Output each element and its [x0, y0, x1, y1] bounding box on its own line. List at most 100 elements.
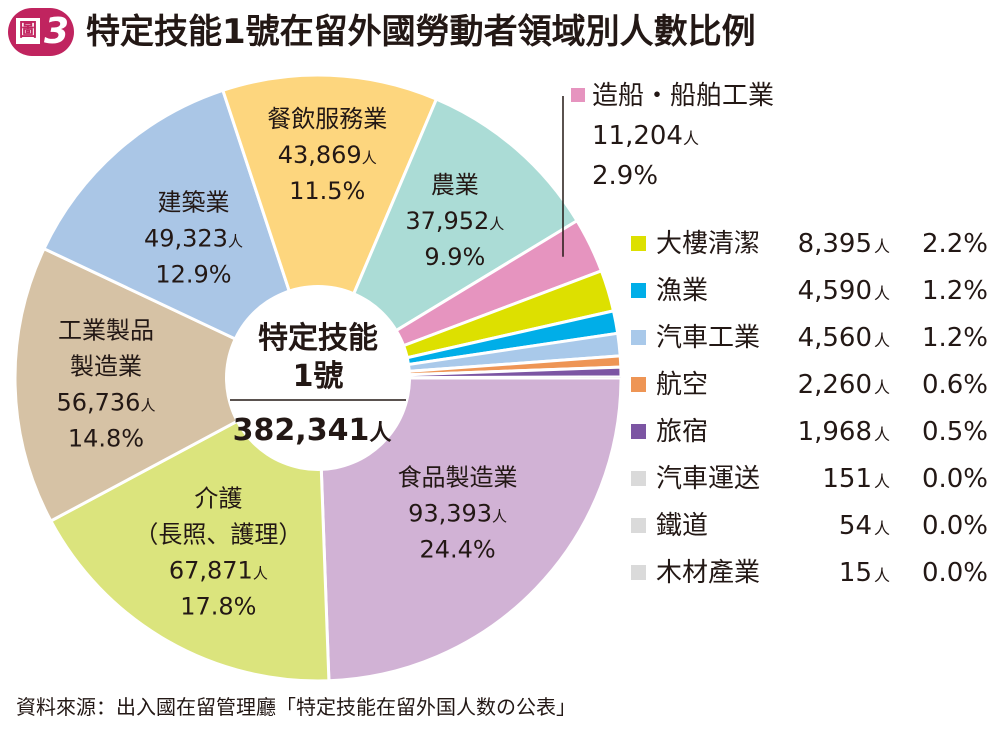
slice-10-name: 航空 [656, 370, 708, 400]
slice-11-percent: 0.5% [922, 417, 988, 447]
slice-9-value-unit: 人 [874, 331, 890, 350]
slice-5-value: 37,952人 [405, 207, 504, 235]
slice-2-wedge [13, 246, 322, 524]
slice-1-value: 67,871人 [169, 556, 268, 584]
slice-0-value-unit: 人 [492, 508, 507, 526]
slice-0-label: 食品製造業 93,393人 24.4% [398, 464, 518, 564]
slice-13-legend-row: 鐵道 54 人 0.0% [631, 511, 988, 541]
slice-2-name-line2: 製造業 [70, 352, 142, 380]
slice-7-legend-row: 大樓清潔 8,395 人 2.2% [631, 229, 988, 259]
slice-10-percent: 0.6% [922, 370, 988, 400]
slice-14-value-unit: 人 [874, 566, 890, 585]
slice-2-value-unit: 人 [140, 396, 155, 414]
slice-6-value: 11,204人 [592, 121, 699, 151]
slice-5-value-unit: 人 [489, 215, 504, 233]
slice-3-wedge [41, 88, 321, 381]
slice-5-percent: 9.9% [424, 243, 485, 271]
slice-5-label: 農業 37,952人 9.9% [405, 171, 504, 271]
slice-12-percent: 0.0% [922, 464, 988, 494]
slice-4-label: 餐飲服務業 43,869人 11.5% [267, 105, 387, 205]
slice-1-wedge [48, 375, 331, 683]
slice-9-swatch [631, 330, 646, 345]
slice-13-name: 鐵道 [656, 511, 708, 541]
slice-2-value: 56,736人 [56, 388, 155, 416]
slice-10-legend-row: 航空 2,260 人 0.6% [631, 370, 988, 400]
slice-11-swatch [631, 424, 646, 439]
slice-8-value-unit: 人 [874, 284, 890, 303]
slice-6-name: 造船・船舶工業 [592, 81, 774, 111]
slice-7-name: 大樓清潔 [656, 229, 760, 259]
center-total: 382,341人 [233, 413, 392, 448]
slice-13-value-unit: 人 [874, 519, 890, 538]
slice-8-swatch [631, 283, 646, 298]
slice-14-name: 木材產業 [656, 558, 760, 588]
slice-11-value: 1,968 [798, 417, 872, 447]
slice-1-name-line2: （長照、護理） [134, 520, 302, 548]
slice-7-value-unit: 人 [874, 237, 890, 256]
slice-11-legend-row: 旅宿 1,968 人 0.5% [631, 417, 988, 447]
slice-3-name: 建築業 [157, 188, 229, 216]
slice-8-value: 4,590 [798, 276, 872, 306]
center-label-line2: 1號 [293, 359, 344, 394]
slice-0-name: 食品製造業 [398, 464, 518, 492]
slice-6-callout: 造船・船舶工業 11,204人 2.9% [562, 81, 774, 257]
slice-6-swatch [571, 88, 585, 102]
slice-14-percent: 0.0% [922, 558, 988, 588]
slice-11-name: 旅宿 [656, 417, 708, 447]
slice-4-value-unit: 人 [362, 149, 377, 167]
slice-3-label: 建築業 49,323人 12.9% [144, 188, 243, 288]
slice-7-swatch [631, 236, 646, 251]
slice-12-value: 151 [822, 464, 872, 494]
slice-7-percent: 2.2% [922, 229, 988, 259]
slice-3-value-unit: 人 [228, 232, 243, 250]
slice-6-value-unit: 人 [683, 129, 699, 148]
slice-1-value-unit: 人 [253, 564, 268, 582]
slice-1-label: 介護 （長照、護理） 67,871人 17.8% [134, 484, 302, 620]
slice-9-legend-row: 汽車工業 4,560 人 1.2% [631, 323, 988, 353]
center-total-unit: 人 [369, 421, 391, 446]
center-label-line1: 特定技能 [258, 321, 378, 356]
slice-6-percent: 2.9% [592, 161, 658, 191]
slice-5-wedge [314, 97, 580, 382]
slice-13-swatch [631, 518, 646, 533]
slice-4-name: 餐飲服務業 [267, 105, 387, 133]
slice-12-legend-row: 汽車運送 151 人 0.0% [631, 464, 988, 494]
slice-4-percent: 11.5% [289, 177, 365, 205]
pie-slices [13, 73, 623, 683]
slice-0-value: 93,393人 [408, 500, 507, 528]
slice-14-value: 15 [839, 558, 872, 588]
slice-7-value: 8,395 [798, 229, 872, 259]
figure-badge-number: 3 [44, 11, 70, 52]
figure-badge-char: 圖 [16, 18, 40, 44]
slice-3-value: 49,323人 [144, 224, 243, 252]
slice-5-name: 農業 [431, 171, 479, 199]
slice-12-name: 汽車運送 [656, 464, 760, 494]
slice-10-value: 2,260 [798, 370, 872, 400]
slice-10-value-unit: 人 [874, 378, 890, 397]
slice-14-swatch [631, 565, 646, 580]
slice-9-percent: 1.2% [922, 323, 988, 353]
figure-badge: 圖 3 [8, 8, 74, 56]
slice-2-name: 工業製品 [58, 316, 154, 344]
slice-9-value: 4,560 [798, 323, 872, 353]
slice-0-percent: 24.4% [419, 536, 495, 564]
slice-13-value: 54 [839, 511, 872, 541]
pie-center-hole [225, 285, 411, 471]
source-note: 資料來源：出入國在留管理廳「特定技能在留外国人数の公表」 [16, 695, 576, 719]
slice-12-value-unit: 人 [874, 472, 890, 491]
slice-12-swatch [631, 471, 646, 486]
slice-1-percent: 17.8% [180, 592, 256, 620]
slice-8-percent: 1.2% [922, 276, 988, 306]
slice-4-wedge [220, 73, 439, 383]
slice-2-percent: 14.8% [68, 424, 144, 452]
slice-9-name: 汽車工業 [656, 323, 760, 353]
slice-11-value-unit: 人 [874, 425, 890, 444]
slice-10-swatch [631, 377, 646, 392]
slice-14-legend-row: 木材產業 15 人 0.0% [631, 558, 988, 588]
slice-8-legend-row: 漁業 4,590 人 1.2% [631, 276, 988, 306]
slice-13-percent: 0.0% [922, 511, 988, 541]
slice-4-value: 43,869人 [278, 141, 377, 169]
chart-title: 特定技能1號在留外國勞動者領域別人數比例 [86, 12, 756, 52]
slice-0-wedge [316, 376, 623, 683]
